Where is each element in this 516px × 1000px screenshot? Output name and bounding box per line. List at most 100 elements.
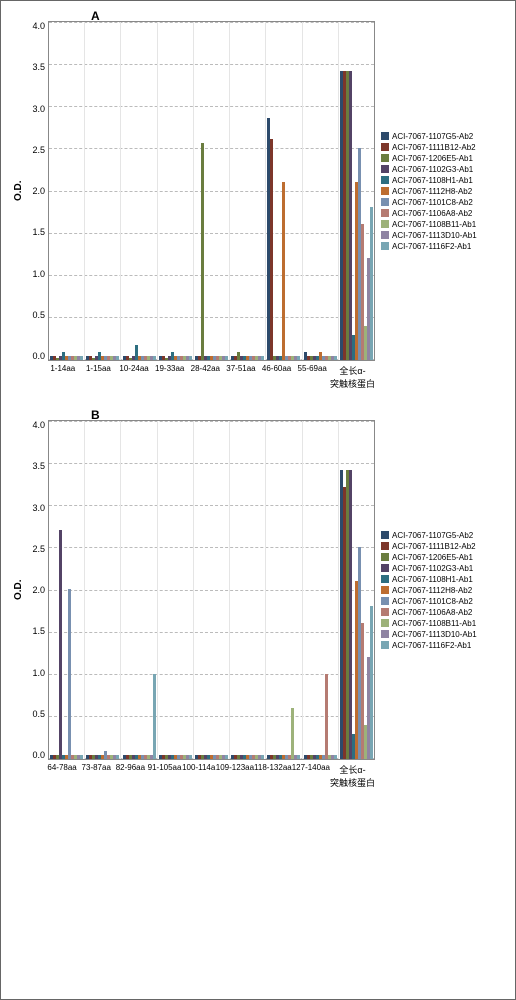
bar: [116, 755, 119, 759]
bar: [201, 143, 204, 360]
legend-item: ACI-7067-1106A8-Ab2: [381, 209, 505, 218]
y-tick-label: 4.0: [32, 21, 45, 31]
bar: [297, 356, 300, 360]
legend-label: ACI-7067-1113D10-Ab1: [392, 630, 477, 639]
legend-item: ACI-7067-1113D10-Ab1: [381, 231, 505, 240]
y-tick-label: 2.5: [32, 145, 45, 155]
x-axis-label: 55-69aa: [294, 361, 330, 390]
y-ticks-b: 4.03.53.02.52.01.51.00.50.0: [26, 420, 48, 760]
y-tick-label: 0.0: [32, 351, 45, 361]
y-tick-label: 3.0: [32, 503, 45, 513]
bar-group: [339, 22, 374, 360]
legend-label: ACI-7067-1102G3-Ab1: [392, 165, 473, 174]
bar: [80, 755, 83, 759]
bar-group: [121, 421, 157, 759]
y-tick-label: 3.5: [32, 461, 45, 471]
legend-item: ACI-7067-1106A8-Ab2: [381, 608, 505, 617]
bar-group: [230, 22, 266, 360]
legend-swatch: [381, 553, 389, 561]
y-tick-label: 0.0: [32, 750, 45, 760]
legend-item: ACI-7067-1206E5-Ab1: [381, 154, 505, 163]
legend-item: ACI-7067-1108H1-Ab1: [381, 575, 505, 584]
bar: [349, 71, 352, 360]
x-axis-label: 37-51aa: [223, 361, 259, 390]
y-tick-label: 1.5: [32, 227, 45, 237]
legend-swatch: [381, 597, 389, 605]
y-tick-label: 2.0: [32, 186, 45, 196]
x-axis-label: 全长α-突触核蛋白: [330, 760, 375, 789]
legend-label: ACI-7067-1116F2-Ab1: [392, 641, 471, 650]
legend-item: ACI-7067-1107G5-Ab2: [381, 132, 505, 141]
x-axis-label: 全长α-突触核蛋白: [330, 361, 375, 390]
legend-item: ACI-7067-1206E5-Ab1: [381, 553, 505, 562]
x-axis-label: 28-42aa: [188, 361, 224, 390]
legend-label: ACI-7067-1106A8-Ab2: [392, 209, 472, 218]
legend-swatch: [381, 531, 389, 539]
x-axis-label: 46-60aa: [259, 361, 295, 390]
legend-swatch: [381, 608, 389, 616]
chart-row-a: O.D. 4.03.53.02.52.01.51.00.50.0 ACI-706…: [11, 21, 505, 361]
bar-group: [194, 421, 230, 759]
legend-label: ACI-7067-1116F2-Ab1: [392, 242, 471, 251]
bar-group: [303, 22, 339, 360]
legend-swatch: [381, 641, 389, 649]
bar: [349, 470, 352, 759]
bars-b: [49, 421, 374, 759]
legend-swatch: [381, 176, 389, 184]
legend-swatch: [381, 209, 389, 217]
y-axis-label-a: O.D.: [11, 21, 26, 361]
bar-group: [85, 22, 121, 360]
legend-swatch: [381, 619, 389, 627]
legend-item: ACI-7067-1108H1-Ab1: [381, 176, 505, 185]
x-axis-label: 100-114a: [182, 760, 216, 789]
bar: [261, 356, 264, 360]
bar-group: [230, 421, 266, 759]
bar: [59, 530, 62, 760]
bar: [68, 589, 71, 759]
legend-item: ACI-7067-1111B12-Ab2: [381, 542, 505, 551]
legend-item: ACI-7067-1101C8-Ab2: [381, 198, 505, 207]
x-axis-label: 73-87aa: [79, 760, 113, 789]
legend-label: ACI-7067-1111B12-Ab2: [392, 542, 476, 551]
legend-item: ACI-7067-1101C8-Ab2: [381, 597, 505, 606]
bars-a: [49, 22, 374, 360]
bar-group: [158, 421, 194, 759]
legend-item: ACI-7067-1116F2-Ab1: [381, 641, 505, 650]
legend-label: ACI-7067-1206E5-Ab1: [392, 553, 473, 562]
bar: [334, 356, 337, 360]
bar-group: [49, 22, 85, 360]
legend-label: ACI-7067-1111B12-Ab2: [392, 143, 476, 152]
x-axis-label: 109-123aa: [216, 760, 254, 789]
legend-label: ACI-7067-1108B11-Ab1: [392, 220, 476, 229]
legend-item: ACI-7067-1102G3-Ab1: [381, 165, 505, 174]
bar-group: [121, 22, 157, 360]
x-axis-label: 10-24aa: [116, 361, 152, 390]
chart-row-b: O.D. 4.03.53.02.52.01.51.00.50.0 ACI-706…: [11, 420, 505, 760]
legend-label: ACI-7067-1107G5-Ab2: [392, 132, 473, 141]
y-tick-label: 3.0: [32, 104, 45, 114]
legend-item: ACI-7067-1116F2-Ab1: [381, 242, 505, 251]
x-axis-label: 1-14aa: [45, 361, 81, 390]
legend-label: ACI-7067-1206E5-Ab1: [392, 154, 473, 163]
bar-group: [85, 421, 121, 759]
bar: [189, 755, 192, 759]
bar: [334, 755, 337, 759]
bar: [225, 755, 228, 759]
y-tick-label: 1.0: [32, 269, 45, 279]
legend-swatch: [381, 198, 389, 206]
legend-item: ACI-7067-1108B11-Ab1: [381, 619, 505, 628]
y-tick-label: 1.5: [32, 626, 45, 636]
legend-label: ACI-7067-1108H1-Ab1: [392, 176, 473, 185]
legend-swatch: [381, 630, 389, 638]
bar: [153, 356, 156, 360]
bar-group: [266, 421, 302, 759]
y-ticks-a: 4.03.53.02.52.01.51.00.50.0: [26, 21, 48, 361]
x-axis-label: 19-33aa: [152, 361, 188, 390]
bar: [116, 356, 119, 360]
legend-item: ACI-7067-1107G5-Ab2: [381, 531, 505, 540]
bar: [189, 356, 192, 360]
legend-label: ACI-7067-1102G3-Ab1: [392, 564, 473, 573]
bar: [370, 606, 373, 759]
x-axis-label: 82-96aa: [113, 760, 147, 789]
bar: [291, 708, 294, 759]
